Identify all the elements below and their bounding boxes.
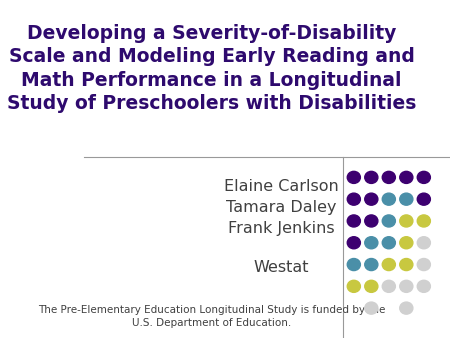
Circle shape	[347, 237, 360, 249]
Text: Developing a Severity-of-Disability
Scale and Modeling Early Reading and
Math Pe: Developing a Severity-of-Disability Scal…	[7, 24, 416, 113]
Circle shape	[400, 280, 413, 292]
Circle shape	[382, 215, 396, 227]
Circle shape	[365, 237, 378, 249]
Circle shape	[382, 193, 396, 205]
Circle shape	[365, 171, 378, 184]
Circle shape	[347, 280, 360, 292]
Circle shape	[400, 193, 413, 205]
Circle shape	[400, 171, 413, 184]
Text: Westat: Westat	[253, 260, 309, 275]
Circle shape	[382, 171, 396, 184]
Circle shape	[347, 193, 360, 205]
Circle shape	[365, 215, 378, 227]
Circle shape	[417, 237, 430, 249]
Circle shape	[400, 302, 413, 314]
Circle shape	[347, 171, 360, 184]
Circle shape	[382, 259, 396, 271]
Circle shape	[417, 215, 430, 227]
Circle shape	[365, 302, 378, 314]
Circle shape	[347, 215, 360, 227]
Circle shape	[382, 237, 396, 249]
Circle shape	[417, 171, 430, 184]
Circle shape	[365, 193, 378, 205]
Circle shape	[365, 280, 378, 292]
Circle shape	[400, 215, 413, 227]
Text: The Pre-Elementary Education Longitudinal Study is funded by the
U.S. Department: The Pre-Elementary Education Longitudina…	[38, 305, 385, 328]
Circle shape	[382, 280, 396, 292]
Text: Elaine Carlson
Tamara Daley
Frank Jenkins: Elaine Carlson Tamara Daley Frank Jenkin…	[224, 179, 338, 236]
Circle shape	[417, 280, 430, 292]
Circle shape	[417, 193, 430, 205]
Circle shape	[400, 259, 413, 271]
Circle shape	[365, 259, 378, 271]
Circle shape	[347, 259, 360, 271]
Circle shape	[417, 259, 430, 271]
Circle shape	[400, 237, 413, 249]
